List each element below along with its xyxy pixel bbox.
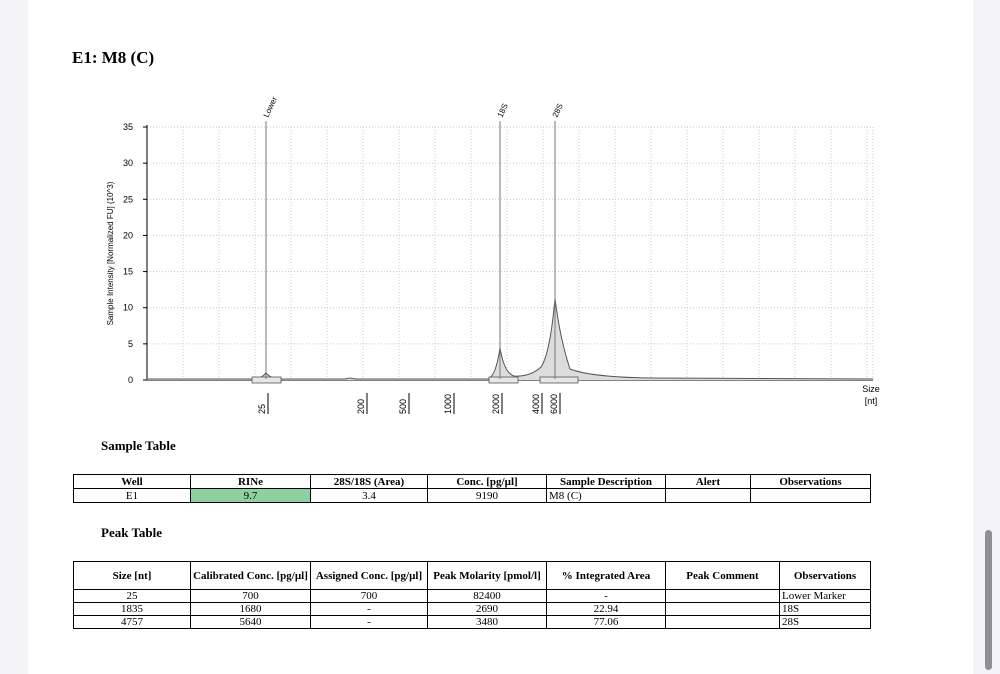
sample-table-cell: M8 (C)	[546, 488, 666, 503]
y-axis-label: Sample Intensity [Normalized FU] (10^3)	[106, 181, 115, 325]
sample-table-row: E1 9.7 3.4 9190 M8 (C)	[73, 488, 871, 503]
y-tick-label: 30	[123, 158, 133, 168]
peak-table-cell: 1680	[190, 602, 311, 616]
peak-table-cell: 18S	[779, 602, 871, 616]
peak-table-header-2: Assigned Conc. [pg/µl]	[310, 561, 428, 590]
x-tick-label: 4000	[531, 394, 541, 414]
sample-table-header-4: Sample Description	[546, 474, 666, 489]
peak-table-cell: -	[546, 589, 666, 603]
peak-table-header-4: % Integrated Area	[546, 561, 666, 590]
peak-label: 28S	[551, 102, 565, 119]
sample-table-cell: E1	[73, 488, 191, 503]
y-tick-label: 20	[123, 230, 133, 240]
peak-table: Size [nt] Calibrated Conc. [pg/µl] Assigne…	[73, 561, 871, 629]
x-tick-label: 1000	[443, 394, 453, 414]
peak-table-cell: -	[310, 602, 428, 616]
y-tick-label: 5	[128, 339, 133, 349]
peak-table-cell: 4757	[73, 615, 191, 629]
x-axis-label: Size	[862, 384, 880, 394]
peak-table-cell: 5640	[190, 615, 311, 629]
x-tick-label: 200	[356, 399, 366, 414]
peak-label: Lower	[262, 95, 280, 119]
x-axis-label: [nt]	[865, 396, 878, 406]
sample-table: Well RINe 28S/18S (Area) Conc. [pg/µl] Sampl…	[73, 474, 871, 503]
peak-table-cell: 3480	[427, 615, 547, 629]
peak-table-cell: 25	[73, 589, 191, 603]
peak-table-row: 4757 5640-3480 77.06 28S	[73, 615, 871, 629]
peak-table-header-0: Size [nt]	[73, 561, 191, 590]
sample-table-cell: 9.7	[190, 488, 311, 503]
peak-table-cell: 22.94	[546, 602, 666, 616]
y-tick-label: 10	[123, 303, 133, 313]
x-tick-label: 6000	[549, 394, 559, 414]
trace-fill	[147, 298, 873, 380]
sample-table-header-6: Observations	[750, 474, 871, 489]
peak-table-cell: 700	[190, 589, 311, 603]
sample-table-header-3: Conc. [pg/µl]	[427, 474, 547, 489]
sample-table-cell: 9190	[427, 488, 547, 503]
peak-table-cell	[665, 615, 780, 629]
peak-table-cell: Lower Marker	[779, 589, 871, 603]
peak-table-cell: 77.06	[546, 615, 666, 629]
sample-title: E1: M8 (C)	[72, 48, 155, 67]
peak-label: 18S	[496, 102, 510, 119]
peak-table-cell: 700	[310, 589, 428, 603]
sample-table-header-0: Well	[73, 474, 191, 489]
peak-table-row: 1835 1680-2690 22.94 18S	[73, 602, 871, 616]
sample-table-cell: 3.4	[310, 488, 428, 503]
peak-table-header-3: Peak Molarity [pmol/l]	[427, 561, 547, 590]
peak-table-cell: 82400	[427, 589, 547, 603]
sample-table-header-5: Alert	[665, 474, 751, 489]
y-tick-label: 25	[123, 194, 133, 204]
peak-table-cell: -	[310, 615, 428, 629]
sample-table-header-2: 28S/18S (Area)	[310, 474, 428, 489]
peak-table-title: Peak Table	[101, 525, 163, 540]
18s-peak-box	[488, 376, 519, 384]
peak-table-header-6: Observations	[779, 561, 871, 590]
x-tick-label: 25	[257, 404, 267, 414]
trace-line	[147, 298, 874, 380]
sample-table-header-1: RINe	[190, 474, 311, 489]
peak-table-header-1: Calibrated Conc. [pg/µl]	[190, 561, 311, 590]
sample-table-cell	[665, 488, 751, 503]
peak-table-cell: 28S	[779, 615, 871, 629]
peak-table-cell: 2690	[427, 602, 547, 616]
sample-table-cell	[750, 488, 871, 503]
x-tick-label: 2000	[491, 394, 501, 414]
peak-table-row: 25 700 700 82400- Lower Marker	[73, 589, 871, 603]
peak-table-header-5: Peak Comment	[665, 561, 780, 590]
peak-table-cell: 1835	[73, 602, 191, 616]
28s-peak-box	[539, 376, 579, 384]
peak-table-cell	[665, 602, 780, 616]
y-tick-label: 35	[123, 122, 133, 132]
x-tick-label: 500	[398, 399, 408, 414]
y-tick-label: 15	[123, 267, 133, 277]
sample-table-title: Sample Table	[101, 438, 176, 453]
vertical-scrollbar[interactable]	[985, 530, 992, 670]
y-tick-label: 0	[128, 375, 133, 385]
electropherogram-chart: 0 5 10 15 20 25 30 35 Sample Intensity [Normaliz…	[106, 95, 880, 414]
peak-table-cell	[665, 589, 780, 603]
